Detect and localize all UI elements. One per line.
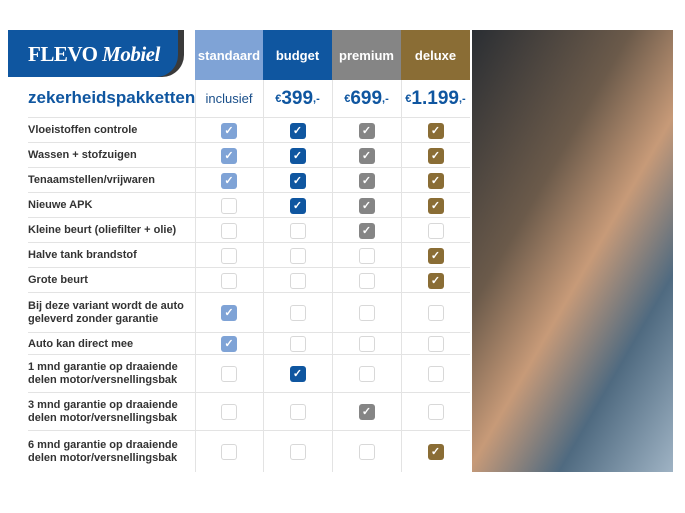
feature-label: Nieuwe APK <box>28 199 93 211</box>
unchecked-checkbox-icon <box>358 444 375 460</box>
unchecked-checkbox-icon <box>427 336 444 352</box>
price-value: 1.199 <box>411 87 459 109</box>
unchecked-checkbox-icon <box>221 197 237 214</box>
unchecked-checkbox-icon <box>427 366 444 382</box>
feature-row: Wassen + stofzuigen ✓ ✓ ✓ ✓ <box>28 142 470 168</box>
checked-checkbox-icon: ✓ <box>358 222 375 239</box>
feature-row: Auto kan direct mee ✓ <box>28 332 470 355</box>
feature-label: Wassen + stofzuigen <box>28 149 137 161</box>
feature-label: Halve tank brandstof <box>28 249 137 261</box>
checked-checkbox-icon: ✓ <box>221 305 237 321</box>
checked-checkbox-icon: ✓ <box>221 147 237 164</box>
package-price-premium: €699 ,- <box>332 80 401 117</box>
checked-checkbox-icon: ✓ <box>427 172 444 189</box>
feature-row: Grote beurt ✓ <box>28 267 470 293</box>
feature-label: 1 mnd garantie op draaiende delen motor/… <box>28 361 178 386</box>
checked-checkbox-icon: ✓ <box>358 172 375 189</box>
feature-label: 6 mnd garantie op draaiende delen motor/… <box>28 439 178 464</box>
checked-checkbox-icon: ✓ <box>427 444 444 460</box>
price-value: 699 <box>350 87 383 109</box>
column-divider <box>401 80 402 472</box>
feature-row: Kleine beurt (oliefilter + olie) ✓ <box>28 217 470 243</box>
package-header-premium: premium <box>332 30 401 80</box>
feature-row: 3 mnd garantie op draaiende delen motor/… <box>28 392 470 431</box>
feature-row: Bij deze variant wordt de auto geleverd … <box>28 292 470 333</box>
unchecked-checkbox-icon <box>221 444 237 460</box>
price-suffix: ,- <box>382 92 389 105</box>
unchecked-checkbox-icon <box>289 336 306 352</box>
unchecked-checkbox-icon <box>221 366 237 382</box>
unchecked-checkbox-icon <box>289 222 306 239</box>
checked-checkbox-icon: ✓ <box>427 122 444 139</box>
checked-checkbox-icon: ✓ <box>358 197 375 214</box>
feature-label: Auto kan direct mee <box>28 337 134 350</box>
checked-checkbox-icon: ✓ <box>289 197 306 214</box>
checked-checkbox-icon: ✓ <box>289 366 306 382</box>
package-header-standaard: standaard <box>195 30 263 80</box>
unchecked-checkbox-icon <box>289 305 306 321</box>
unchecked-checkbox-icon <box>289 404 306 420</box>
checked-checkbox-icon: ✓ <box>427 147 444 164</box>
unchecked-checkbox-icon <box>358 336 375 352</box>
unchecked-checkbox-icon <box>358 247 375 264</box>
feature-label: Bij deze variant wordt de auto geleverd … <box>28 300 184 325</box>
unchecked-checkbox-icon <box>289 444 306 460</box>
column-divider <box>263 80 264 472</box>
checked-checkbox-icon: ✓ <box>427 247 444 264</box>
unchecked-checkbox-icon <box>289 247 306 264</box>
feature-row: Halve tank brandstof ✓ <box>28 242 470 268</box>
currency: € <box>344 92 351 105</box>
unchecked-checkbox-icon <box>427 305 444 321</box>
feature-row: 6 mnd garantie op draaiende delen motor/… <box>28 430 470 473</box>
checked-checkbox-icon: ✓ <box>427 272 444 289</box>
unchecked-checkbox-icon <box>221 247 237 264</box>
unchecked-checkbox-icon <box>289 272 306 289</box>
checked-checkbox-icon: ✓ <box>221 122 237 139</box>
feature-row: Tenaamstellen/vrijwaren ✓ ✓ ✓ ✓ <box>28 167 470 193</box>
unchecked-checkbox-icon <box>358 305 375 321</box>
unchecked-checkbox-icon <box>221 404 237 420</box>
package-price-standaard: inclusief <box>205 91 253 106</box>
checked-checkbox-icon: ✓ <box>358 147 375 164</box>
flevo-mobiel-logo: FLEVO Mobiel <box>8 30 178 77</box>
price-value: 399 <box>281 87 314 109</box>
package-header-deluxe: deluxe <box>401 30 470 80</box>
unchecked-checkbox-icon <box>358 272 375 289</box>
checked-checkbox-icon: ✓ <box>221 336 237 352</box>
page-title: zekerheidspakketten <box>28 88 196 107</box>
feature-row: Nieuwe APK ✓ ✓ ✓ <box>28 192 470 218</box>
feature-label: 3 mnd garantie op draaiende delen motor/… <box>28 399 178 424</box>
couple-in-car-photo <box>472 30 673 472</box>
column-divider <box>332 80 333 472</box>
checked-checkbox-icon: ✓ <box>289 147 306 164</box>
feature-label: Tenaamstellen/vrijwaren <box>28 174 155 186</box>
checked-checkbox-icon: ✓ <box>358 122 375 139</box>
currency: € <box>275 92 282 105</box>
feature-row: 1 mnd garantie op draaiende delen motor/… <box>28 354 470 393</box>
unchecked-checkbox-icon <box>427 222 444 239</box>
package-header-budget: budget <box>263 30 332 80</box>
feature-row: Vloeistoffen controle ✓ ✓ ✓ ✓ <box>28 117 470 143</box>
checked-checkbox-icon: ✓ <box>221 172 237 189</box>
package-price-budget: €399 ,- <box>263 80 332 117</box>
checked-checkbox-icon: ✓ <box>289 122 306 139</box>
checked-checkbox-icon: ✓ <box>289 172 306 189</box>
currency: € <box>405 92 412 105</box>
price-suffix: ,- <box>458 92 466 105</box>
checked-checkbox-icon: ✓ <box>358 404 375 420</box>
unchecked-checkbox-icon <box>427 404 444 420</box>
checked-checkbox-icon: ✓ <box>427 197 444 214</box>
column-divider <box>195 80 196 472</box>
unchecked-checkbox-icon <box>221 272 237 289</box>
feature-label: Vloeistoffen controle <box>28 124 138 136</box>
unchecked-checkbox-icon <box>358 366 375 382</box>
price-suffix: ,- <box>313 92 320 105</box>
feature-label: Grote beurt <box>28 274 88 286</box>
unchecked-checkbox-icon <box>221 222 237 239</box>
feature-label: Kleine beurt (oliefilter + olie) <box>28 224 177 236</box>
package-price-deluxe: €1.199 ,- <box>401 80 470 117</box>
